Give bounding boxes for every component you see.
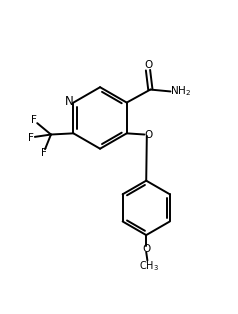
Text: CH$_3$: CH$_3$	[139, 259, 159, 273]
Text: F: F	[40, 148, 46, 158]
Text: O: O	[145, 129, 153, 139]
Text: F: F	[28, 133, 34, 143]
Text: NH$_2$: NH$_2$	[170, 84, 191, 98]
Text: N: N	[65, 95, 74, 108]
Text: F: F	[31, 116, 37, 126]
Text: O: O	[142, 244, 150, 254]
Text: O: O	[144, 60, 153, 70]
